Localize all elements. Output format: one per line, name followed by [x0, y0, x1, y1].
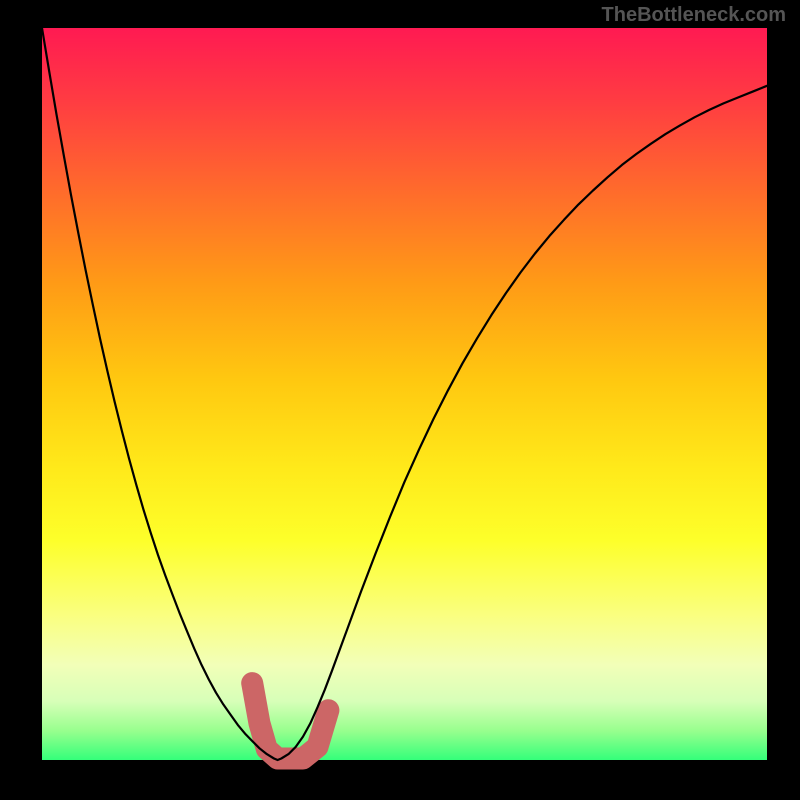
chart-root: TheBottleneck.com	[0, 0, 800, 800]
plot-area	[42, 28, 767, 760]
watermark-text: TheBottleneck.com	[602, 4, 786, 27]
